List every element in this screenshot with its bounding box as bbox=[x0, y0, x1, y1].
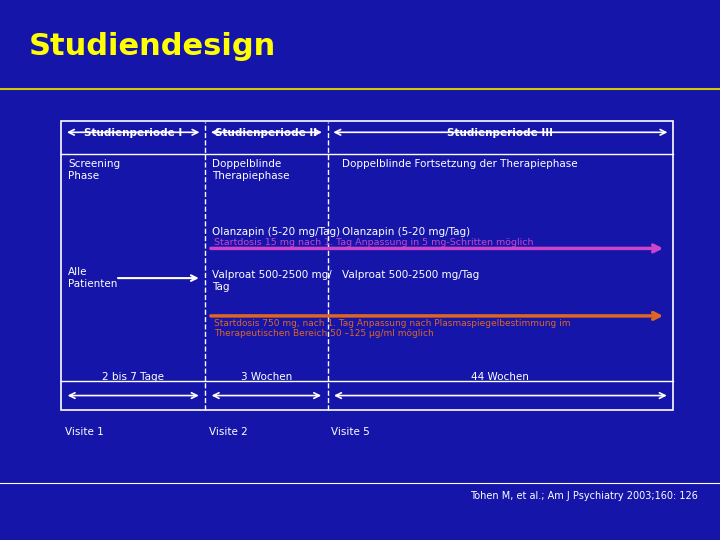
Text: Studienperiode III: Studienperiode III bbox=[447, 127, 554, 138]
Bar bbox=[61, 122, 673, 410]
Text: Doppelblinde Fortsetzung der Therapiephase: Doppelblinde Fortsetzung der Therapiepha… bbox=[342, 159, 577, 170]
Text: 44 Wochen: 44 Wochen bbox=[472, 372, 529, 382]
Text: Studienperiode I: Studienperiode I bbox=[84, 127, 182, 138]
Text: 2 bis 7 Tage: 2 bis 7 Tage bbox=[102, 372, 164, 382]
Text: Olanzapin (5-20 mg/Tag): Olanzapin (5-20 mg/Tag) bbox=[342, 227, 470, 237]
Text: Valproat 500-2500 mg/Tag: Valproat 500-2500 mg/Tag bbox=[342, 270, 480, 280]
Text: Doppelblinde
Therapiephase: Doppelblinde Therapiephase bbox=[212, 159, 290, 181]
Text: Startdosis 750 mg, nach 1. Tag Anpassung nach Plasmaspiegelbestimmung im
Therape: Startdosis 750 mg, nach 1. Tag Anpassung… bbox=[214, 319, 570, 338]
Text: Studiendesign: Studiendesign bbox=[29, 32, 276, 62]
Text: Olanzapin (5-20 mg/Tag): Olanzapin (5-20 mg/Tag) bbox=[212, 227, 341, 237]
Text: Visite 2: Visite 2 bbox=[209, 427, 248, 437]
Text: Screening
Phase: Screening Phase bbox=[68, 159, 120, 181]
Text: Startdosis 15 mg nach 1. Tag Anpassung in 5 mg-Schritten möglich: Startdosis 15 mg nach 1. Tag Anpassung i… bbox=[214, 238, 534, 247]
Text: Tohen M, et al.; Am J Psychiatry 2003;160: 126: Tohen M, et al.; Am J Psychiatry 2003;16… bbox=[471, 491, 698, 502]
Text: Valproat 500-2500 mg/
Tag: Valproat 500-2500 mg/ Tag bbox=[212, 270, 332, 292]
Text: Visite 5: Visite 5 bbox=[331, 427, 370, 437]
Text: 3 Wochen: 3 Wochen bbox=[240, 372, 292, 382]
Text: Visite 1: Visite 1 bbox=[65, 427, 104, 437]
Text: Alle
Patienten: Alle Patienten bbox=[68, 267, 118, 289]
Text: Studienperiode II: Studienperiode II bbox=[215, 127, 318, 138]
